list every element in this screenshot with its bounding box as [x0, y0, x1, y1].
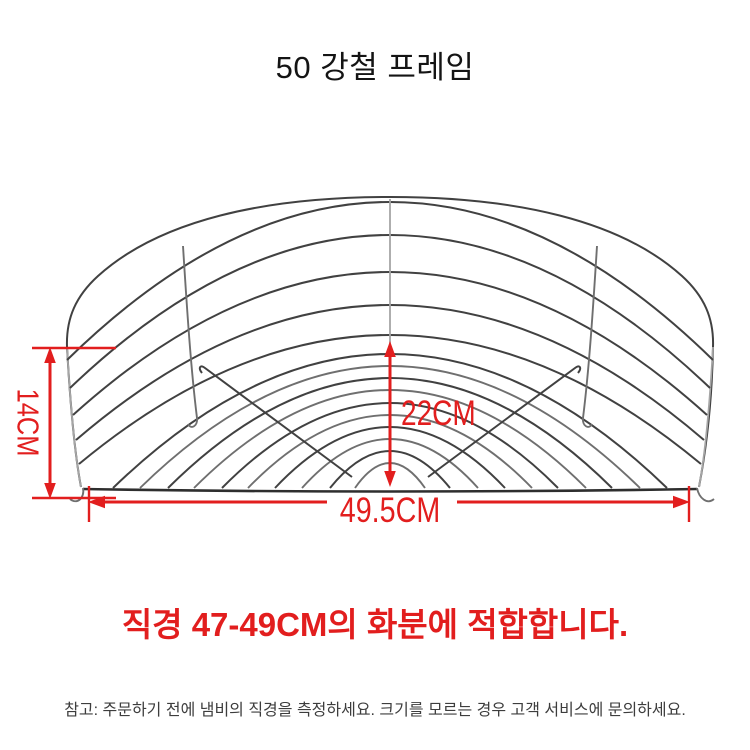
page-title: 50 강철 프레임 — [275, 50, 475, 85]
right-diagonal-wire — [427, 365, 582, 478]
measurement-footnote: 참고: 주문하기 전에 냄비의 직경을 측정하세요. 크기를 모르는 경우 고객… — [64, 702, 686, 719]
right-corner-hook — [696, 487, 715, 503]
left-support-wire — [182, 245, 198, 428]
left-diagonal-wire — [198, 365, 353, 478]
bottom-width-label: 49.5CM — [339, 491, 441, 530]
rack-outer-rim — [65, 195, 715, 503]
fit-range-headline: 직경 47-49CM의 화분에 적합합니다. — [121, 606, 629, 643]
center-depth-label: 22CM — [401, 394, 476, 433]
right-support-wire — [582, 245, 598, 428]
edge-height-label: 14CM — [10, 388, 46, 457]
left-corner-hook — [69, 487, 85, 503]
depth-dimension-arrow — [384, 341, 396, 487]
width-dimension-arrow — [87, 486, 691, 522]
